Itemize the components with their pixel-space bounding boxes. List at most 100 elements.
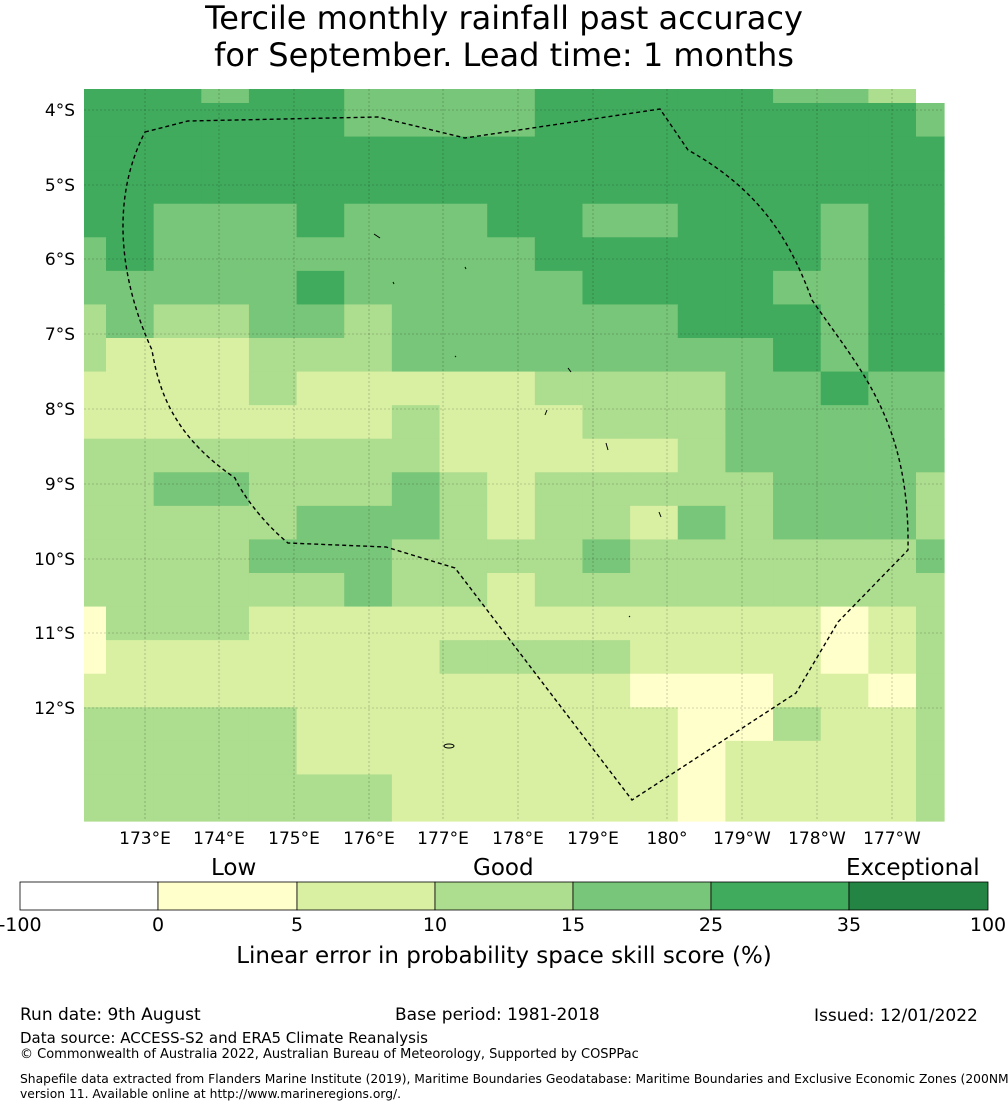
grid-cell [677, 673, 727, 708]
grid-cell [820, 371, 869, 406]
grid-cell [773, 103, 822, 138]
colorbar-segment [710, 881, 850, 911]
grid-cell [582, 405, 631, 440]
colorbar-word-good: Good [473, 855, 534, 881]
grid-cell [630, 573, 679, 608]
grid-cell [534, 673, 584, 708]
grid-cell [630, 338, 679, 373]
grid-cell [296, 103, 345, 138]
grid-cell [820, 740, 869, 776]
grid-cell [344, 673, 393, 708]
grid-cell [677, 740, 727, 776]
grid-cell [820, 89, 869, 104]
grid-cell [820, 237, 869, 272]
data-source: Data source: ACCESS-S2 and ERA5 Climate … [20, 1029, 428, 1047]
grid-cell [153, 237, 202, 272]
grid-cell [106, 89, 155, 104]
grid-cell [248, 472, 298, 507]
grid-cell [773, 640, 822, 675]
grid-cell [153, 405, 202, 440]
grid-cell [534, 740, 584, 776]
grid-cell [106, 808, 155, 822]
latitude-label: 12°S [34, 699, 75, 719]
colorbar-segment [296, 881, 436, 911]
longitude-label: 174°E [193, 829, 245, 849]
grid-cell [868, 136, 917, 171]
grid-cell [534, 606, 584, 641]
grid-cell [725, 539, 774, 574]
grid-cell [296, 505, 345, 541]
grid-cell [534, 371, 584, 406]
grid-cell [868, 472, 917, 507]
grid-cell [296, 740, 345, 776]
grid-cell [534, 472, 584, 507]
grid-cell [153, 338, 202, 373]
grid-cell [582, 136, 631, 171]
grid-cell [439, 808, 488, 822]
grid-cell [106, 170, 155, 205]
grid-cell [582, 304, 631, 339]
island [658, 511, 662, 518]
title-line-2: for September. Lead time: 1 months [214, 36, 794, 74]
grid-cell [487, 707, 536, 742]
grid-cell [773, 472, 822, 507]
grid-cell [106, 338, 155, 373]
grid-cell [344, 237, 393, 272]
grid-cell [820, 304, 869, 339]
grid-cell [106, 237, 155, 272]
grid-cell [84, 505, 107, 541]
island [605, 442, 609, 451]
grid-cell [487, 103, 536, 138]
grid-cell [916, 740, 945, 776]
grid-cell [487, 640, 536, 675]
base-period: Base period: 1981-2018 [395, 1005, 600, 1025]
shapefile-credit-1: Shapefile data extracted from Flanders M… [20, 1072, 1008, 1086]
longitude-label: 173°E [119, 829, 171, 849]
grid-cell [820, 103, 869, 138]
grid-cell [439, 673, 488, 708]
island [567, 367, 572, 373]
grid-cell [248, 640, 298, 675]
grid-cell [296, 89, 345, 104]
grid-cell [201, 237, 250, 272]
grid-cell [820, 136, 869, 171]
grid-cell [487, 405, 536, 440]
grid-cell [916, 472, 945, 507]
grid-cell [344, 640, 393, 675]
grid-cell [630, 203, 679, 238]
grid-cell [487, 89, 536, 104]
grid-cell [820, 405, 869, 440]
grid-cell [916, 438, 945, 473]
grid-cell [868, 640, 917, 675]
grid-cell [296, 707, 345, 742]
grid-cell [916, 573, 945, 608]
colorbar-segment [434, 881, 574, 911]
grid-cell [391, 539, 441, 574]
grid-cell [534, 808, 584, 822]
longitude-label: 180° [647, 829, 688, 849]
grid-cell [344, 338, 393, 373]
grid-cell [344, 304, 393, 339]
grid-cell [201, 673, 250, 708]
grid-cell [201, 640, 250, 675]
grid-cell [725, 472, 774, 507]
grid-cell [725, 606, 774, 641]
grid-cell [84, 338, 107, 373]
grid-cell [534, 539, 584, 574]
grid-cell [820, 338, 869, 373]
grid-cell [487, 505, 536, 541]
grid-cell [725, 438, 774, 473]
grid-cell [868, 573, 917, 608]
grid-cell [84, 774, 107, 809]
grid-cell [296, 640, 345, 675]
grid-cell [391, 707, 441, 742]
grid-cell [344, 371, 393, 406]
grid-cell [201, 707, 250, 742]
grid-cell [391, 371, 441, 406]
latitude-label: 4°S [45, 101, 75, 121]
grid-cell [248, 539, 298, 574]
grid-cell [439, 237, 488, 272]
grid-cell [534, 573, 584, 608]
grid-cell [534, 405, 584, 440]
latitude-label: 5°S [45, 176, 75, 196]
